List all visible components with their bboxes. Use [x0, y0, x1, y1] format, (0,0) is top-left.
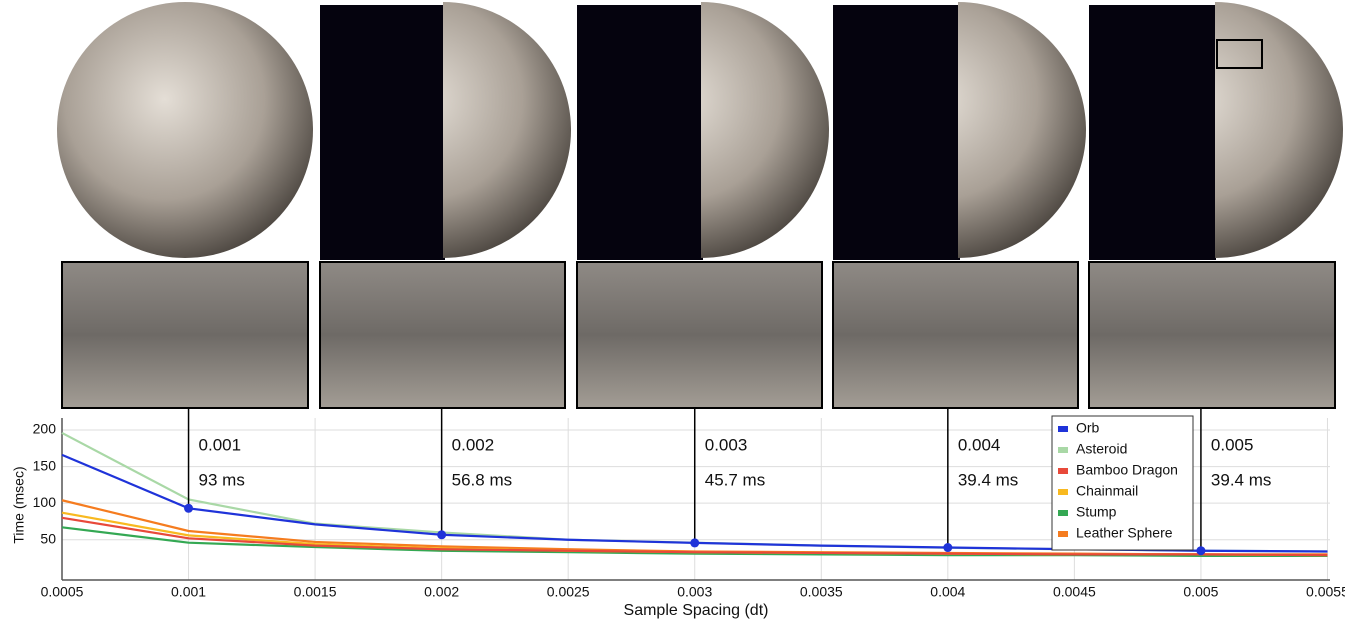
legend-label: Bamboo Dragon [1076, 462, 1178, 478]
annotation-time: 39.4 ms [1211, 470, 1271, 489]
y-tick-label: 100 [33, 494, 57, 510]
legend-label: Orb [1076, 420, 1100, 436]
highlight-point [184, 504, 193, 513]
highlight-point [943, 543, 952, 552]
highlight-point [690, 538, 699, 547]
legend-swatch [1058, 426, 1068, 432]
legend-label: Leather Sphere [1076, 525, 1173, 541]
annotation-x: 0.002 [452, 435, 495, 454]
legend-label: Chainmail [1076, 483, 1138, 499]
x-axis-label: Sample Spacing (dt) [624, 602, 769, 619]
legend: Orb Asteroid Bamboo Dragon Chainmail Stump Le… [1052, 416, 1193, 550]
legend-label: Asteroid [1076, 441, 1127, 457]
zoom-crop [1089, 262, 1335, 408]
x-tick-label: 0.004 [930, 584, 965, 600]
legend-swatch [1058, 489, 1068, 495]
x-tick-label: 0.0025 [547, 584, 590, 600]
highlight-point [1196, 546, 1205, 555]
error-panel [315, 2, 571, 260]
zoom-crop [62, 262, 308, 408]
legend-swatch [1058, 468, 1068, 474]
legend-swatch [1058, 447, 1068, 453]
x-tick-label: 0.0045 [1053, 584, 1096, 600]
error-panel [830, 2, 1086, 260]
x-tick-label: 0.0005 [41, 584, 84, 600]
renders [57, 2, 1343, 408]
x-tick-label: 0.002 [424, 584, 459, 600]
x-tick-label: 0.0035 [800, 584, 843, 600]
error-panel [573, 2, 829, 260]
y-axis-label: Time (msec) [11, 466, 27, 543]
highlight-point [437, 530, 446, 539]
annotation-time: 56.8 ms [452, 470, 512, 489]
annotation-time: 93 ms [199, 470, 245, 489]
zoom-crop [320, 262, 565, 408]
annotation-x: 0.001 [199, 435, 242, 454]
zoom-crop [577, 262, 822, 408]
x-tick-label: 0.003 [677, 584, 712, 600]
annotation-time: 45.7 ms [705, 470, 765, 489]
sphere-render [57, 2, 313, 258]
annotation-x: 0.003 [705, 435, 748, 454]
legend-label: Stump [1076, 504, 1117, 520]
y-tick-label: 50 [40, 530, 56, 546]
annotation-x: 0.004 [958, 435, 1001, 454]
error-panel [1087, 2, 1343, 260]
x-tick-label: 0.005 [1183, 584, 1218, 600]
legend-swatch [1058, 531, 1068, 537]
x-tick-label: 0.0055 [1306, 584, 1345, 600]
annotation-time: 39.4 ms [958, 470, 1018, 489]
annotation-x: 0.005 [1211, 435, 1254, 454]
x-tick-label: 0.0015 [294, 584, 337, 600]
x-tick-label: 0.001 [171, 584, 206, 600]
y-tick-label: 200 [33, 421, 57, 437]
legend-swatch [1058, 510, 1068, 516]
zoom-crop [833, 262, 1078, 408]
figure: Time (msec) Sample Spacing (dt) 50 100 150… [0, 0, 1345, 628]
y-tick-label: 150 [33, 457, 57, 473]
